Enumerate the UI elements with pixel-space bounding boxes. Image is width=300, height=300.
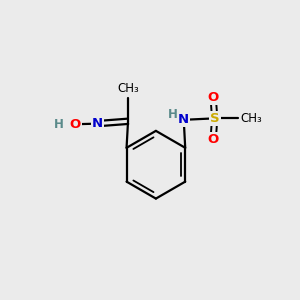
Text: O: O	[208, 133, 219, 146]
Text: H: H	[54, 118, 64, 131]
Text: N: N	[178, 113, 189, 126]
Text: H: H	[168, 108, 178, 121]
Text: CH₃: CH₃	[241, 112, 262, 125]
Text: O: O	[69, 118, 81, 131]
Text: O: O	[208, 91, 219, 103]
Text: CH₃: CH₃	[117, 82, 139, 95]
Text: N: N	[92, 117, 103, 130]
Text: S: S	[210, 112, 220, 125]
